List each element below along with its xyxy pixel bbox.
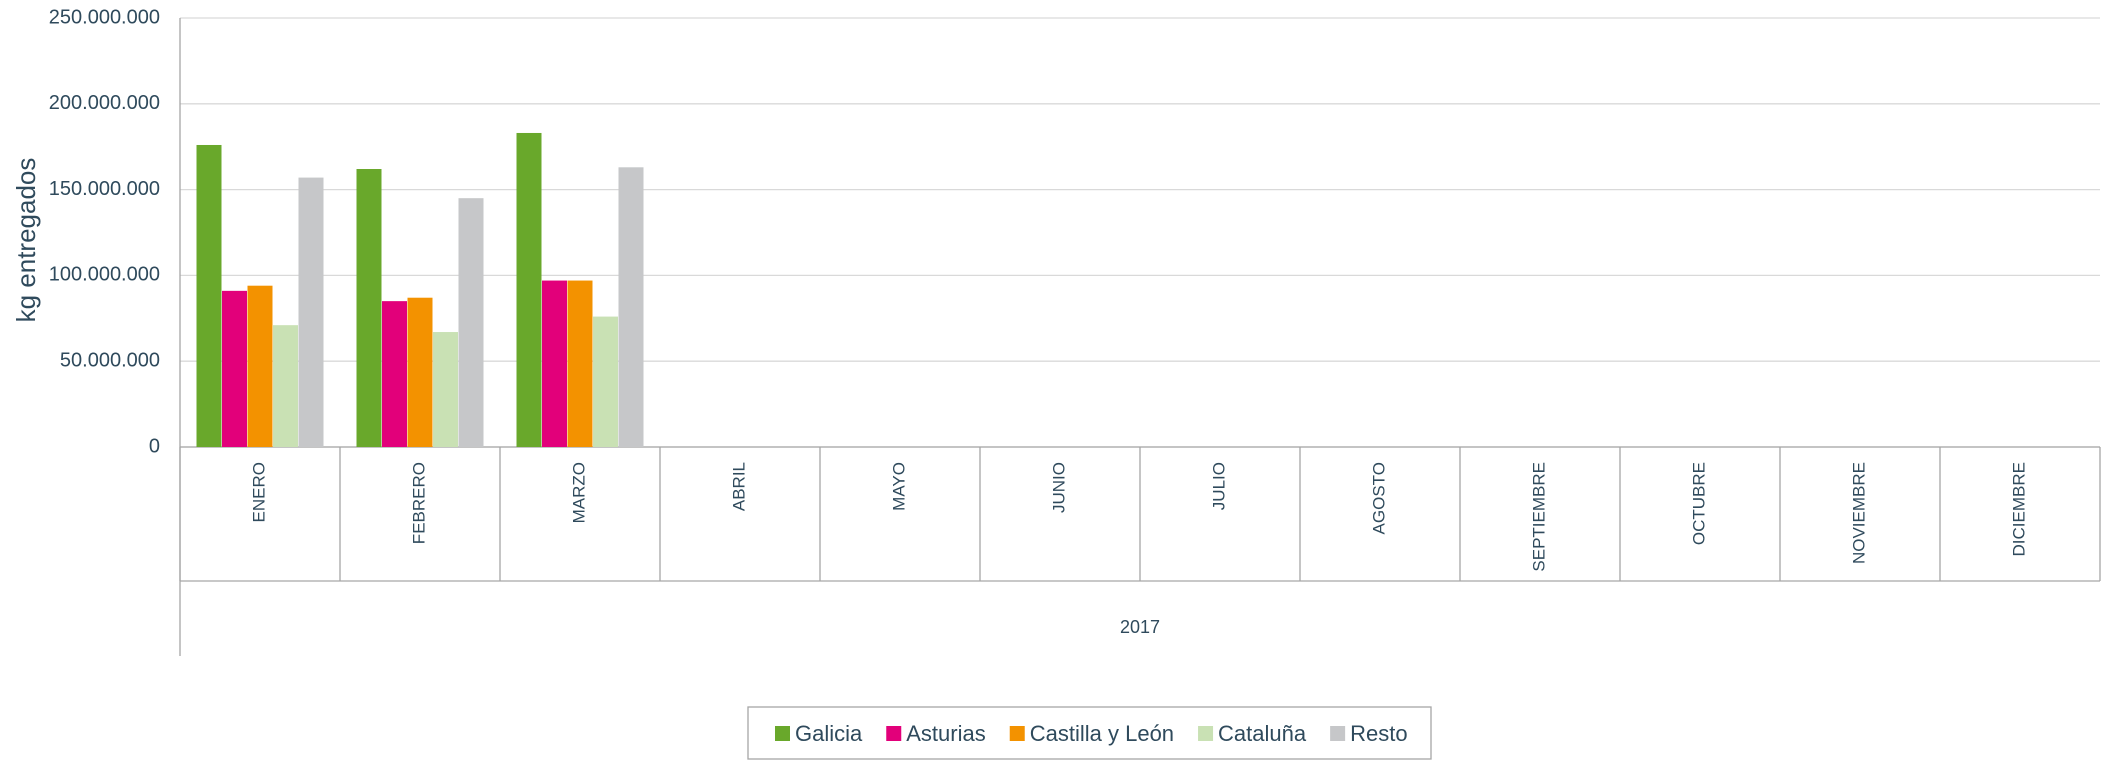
legend-label: Cataluña bbox=[1218, 721, 1307, 746]
bar bbox=[273, 325, 298, 447]
bar bbox=[407, 297, 433, 447]
bar bbox=[356, 169, 382, 447]
bar bbox=[593, 316, 618, 447]
x-tick-label: AGOSTO bbox=[1369, 462, 1388, 534]
x-tick-label: JULIO bbox=[1209, 462, 1228, 510]
legend-swatch bbox=[1009, 726, 1025, 741]
bar bbox=[542, 280, 567, 447]
x-tick-label: MARZO bbox=[569, 462, 588, 523]
legend-swatch bbox=[1330, 726, 1346, 741]
legend-swatch bbox=[886, 726, 902, 741]
legend-box bbox=[747, 706, 1432, 760]
y-tick-label: 0 bbox=[149, 435, 160, 457]
bar bbox=[433, 332, 458, 447]
bar bbox=[196, 144, 222, 447]
x-tick-label: ABRIL bbox=[729, 462, 748, 511]
legend-swatch bbox=[1198, 726, 1214, 741]
x-tick-label: JUNIO bbox=[1049, 462, 1068, 513]
x-tick-label: ENERO bbox=[249, 462, 268, 522]
y-tick-label: 250.000.000 bbox=[49, 6, 160, 28]
y-tick-label: 50.000.000 bbox=[60, 349, 160, 371]
y-axis-label: kg entregados bbox=[11, 158, 41, 323]
legend-label: Asturias bbox=[906, 721, 985, 746]
bar bbox=[382, 301, 407, 447]
y-tick-label: 100.000.000 bbox=[49, 264, 160, 286]
x-tick-label: FEBRERO bbox=[409, 462, 428, 544]
bar bbox=[247, 285, 273, 447]
legend-label: Resto bbox=[1350, 721, 1407, 746]
legend-label: Galicia bbox=[795, 721, 863, 746]
x-tick-label: OCTUBRE bbox=[1689, 462, 1708, 545]
x-tick-label: SEPTIEMBRE bbox=[1529, 462, 1548, 572]
group-label: 2017 bbox=[1120, 617, 1160, 637]
bar bbox=[516, 132, 542, 448]
bar bbox=[618, 167, 644, 448]
y-tick-label: 150.000.000 bbox=[49, 178, 160, 200]
x-tick-label: NOVIEMBRE bbox=[1849, 462, 1868, 564]
x-tick-label: DICIEMBRE bbox=[2009, 462, 2028, 556]
bar bbox=[298, 177, 324, 447]
bar bbox=[458, 198, 484, 447]
x-tick-label: MAYO bbox=[889, 462, 908, 511]
legend-swatch bbox=[775, 726, 790, 741]
bar bbox=[222, 290, 247, 447]
y-tick-label: 200.000.000 bbox=[49, 92, 160, 114]
legend-label: Castilla y León bbox=[1030, 721, 1174, 746]
bar bbox=[567, 280, 593, 447]
